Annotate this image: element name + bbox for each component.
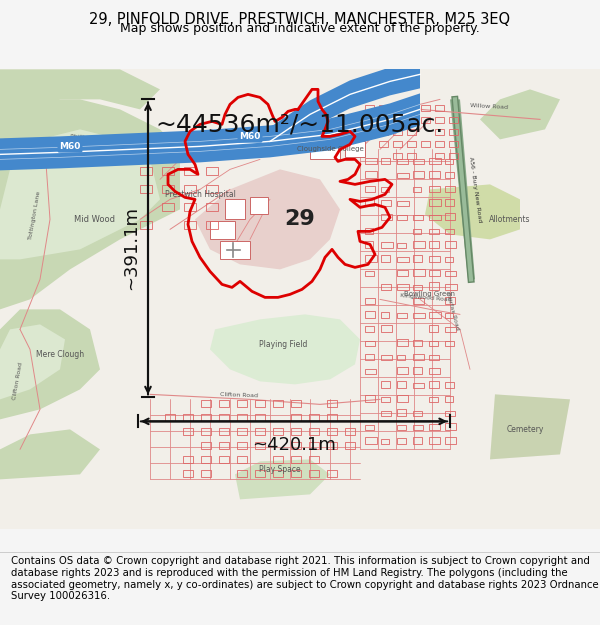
Text: Tottington Lane: Tottington Lane xyxy=(28,191,41,241)
Polygon shape xyxy=(0,324,65,399)
Text: 29: 29 xyxy=(284,209,316,229)
Polygon shape xyxy=(450,99,475,279)
Text: Bowling Green: Bowling Green xyxy=(404,291,455,297)
Text: Mid Wood: Mid Wood xyxy=(74,215,115,224)
Text: 29, PINFOLD DRIVE, PRESTWICH, MANCHESTER, M25 3EQ: 29, PINFOLD DRIVE, PRESTWICH, MANCHESTER… xyxy=(89,12,511,28)
Text: Play Space: Play Space xyxy=(259,465,301,474)
PathPatch shape xyxy=(0,93,420,171)
Text: Contains OS data © Crown copyright and database right 2021. This information is : Contains OS data © Crown copyright and d… xyxy=(11,556,598,601)
Text: Allotments: Allotments xyxy=(489,215,531,224)
Polygon shape xyxy=(310,139,340,159)
Polygon shape xyxy=(210,221,235,239)
Polygon shape xyxy=(0,429,100,479)
PathPatch shape xyxy=(270,61,420,156)
Text: Cloughside College: Cloughside College xyxy=(296,146,364,152)
Polygon shape xyxy=(310,119,340,134)
Polygon shape xyxy=(490,394,570,459)
Polygon shape xyxy=(225,199,245,219)
Text: Phillips Park Road: Phillips Park Road xyxy=(70,134,125,142)
Text: ~391.1m: ~391.1m xyxy=(122,206,140,291)
Polygon shape xyxy=(235,459,330,499)
Text: Prestwich Hospital: Prestwich Hospital xyxy=(164,190,235,199)
Text: Map shows position and indicative extent of the property.: Map shows position and indicative extent… xyxy=(120,22,480,35)
Text: Playing Field: Playing Field xyxy=(259,340,307,349)
Text: Kingswood Road: Kingswood Road xyxy=(400,293,452,302)
Text: M60: M60 xyxy=(239,132,260,141)
Polygon shape xyxy=(425,184,520,239)
Polygon shape xyxy=(250,198,268,214)
Polygon shape xyxy=(0,69,160,139)
Polygon shape xyxy=(0,309,100,419)
Text: M60: M60 xyxy=(59,142,80,151)
Text: ~420.1m: ~420.1m xyxy=(252,436,336,454)
Polygon shape xyxy=(0,99,180,309)
Text: Willow Road: Willow Road xyxy=(470,103,508,111)
Polygon shape xyxy=(490,394,570,459)
Text: ~44536m²/~11.005ac.: ~44536m²/~11.005ac. xyxy=(156,112,444,136)
Text: Cemetery: Cemetery xyxy=(506,425,544,434)
Text: Clifton Road: Clifton Road xyxy=(12,362,23,401)
Polygon shape xyxy=(195,169,340,269)
Polygon shape xyxy=(0,129,160,259)
Text: Fairfax Road: Fairfax Road xyxy=(445,292,460,331)
Text: Clifton Road: Clifton Road xyxy=(220,392,258,398)
Polygon shape xyxy=(220,241,250,259)
Text: Mere Clough: Mere Clough xyxy=(36,350,84,359)
Polygon shape xyxy=(345,141,365,158)
Polygon shape xyxy=(210,314,360,384)
Polygon shape xyxy=(480,89,560,139)
Text: A56 - Bury New Road: A56 - Bury New Road xyxy=(468,156,482,222)
